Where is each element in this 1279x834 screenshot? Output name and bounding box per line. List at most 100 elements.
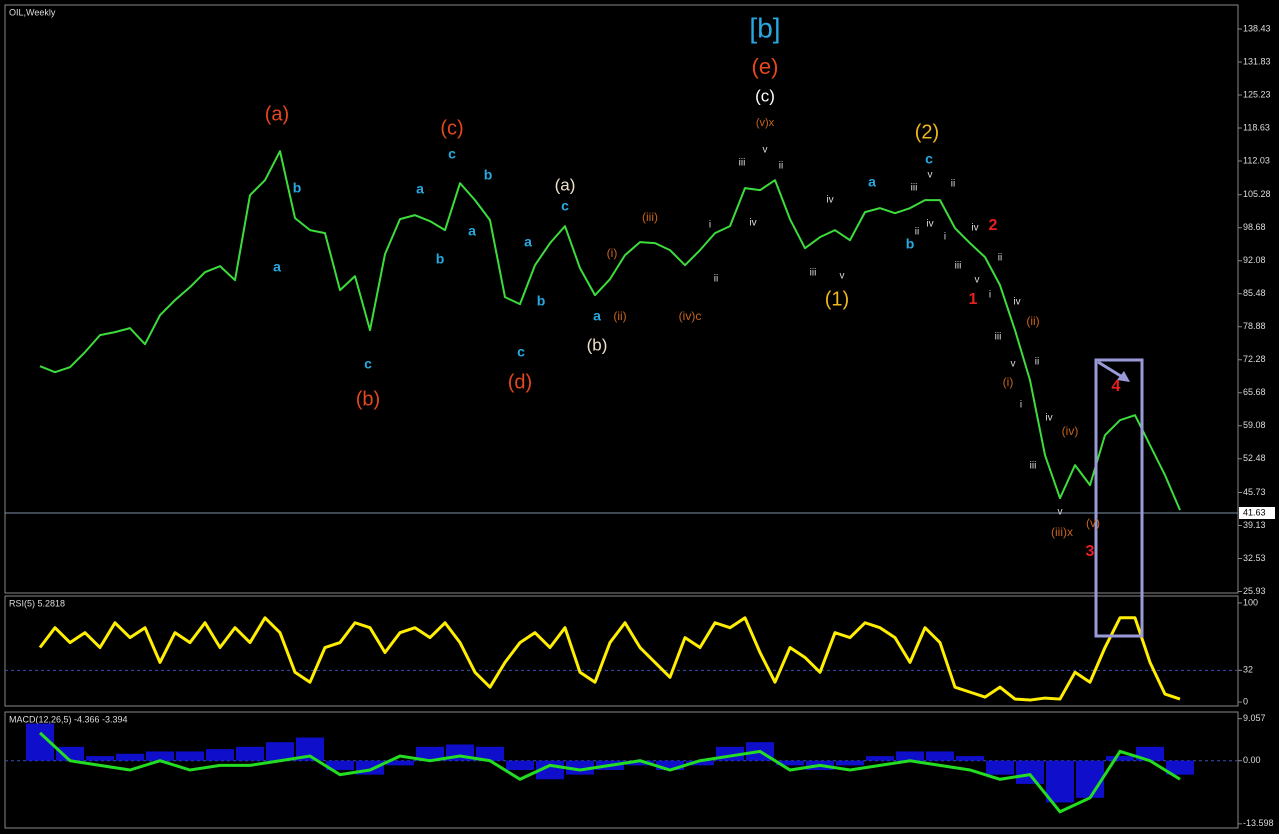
macd-bar xyxy=(116,753,144,761)
wave-label: v xyxy=(928,170,933,181)
macd-bar xyxy=(146,751,174,761)
wave-label: (d) xyxy=(508,371,532,393)
y-tick-label: 32.53 xyxy=(1243,553,1266,563)
y-tick-label: -13.598 xyxy=(1243,818,1274,828)
macd-bar xyxy=(506,760,534,770)
y-tick-label: 85.48 xyxy=(1243,288,1266,298)
wave-label: b xyxy=(436,251,445,267)
wave-label: iii xyxy=(955,261,962,272)
wave-label: v xyxy=(975,275,980,286)
wave-label: (i) xyxy=(607,246,618,260)
wave-label: ii xyxy=(779,161,783,172)
wave-label: c xyxy=(925,151,933,167)
wave-label: (e) xyxy=(752,54,779,79)
wave-label: b xyxy=(484,167,493,183)
wave-label: (iii)x xyxy=(1051,525,1073,539)
wave-label: iii xyxy=(1030,461,1037,472)
wave-label: (c) xyxy=(755,86,775,105)
y-tick-label: 105.28 xyxy=(1243,189,1271,199)
y-tick-label: 32 xyxy=(1243,665,1253,675)
wave-label: (v) xyxy=(1086,516,1100,530)
macd-bar xyxy=(1166,760,1194,775)
wave-label: c xyxy=(364,356,372,372)
arrow-head xyxy=(1117,371,1130,382)
y-tick-label: 25.93 xyxy=(1243,586,1266,596)
wave-label: (a) xyxy=(265,103,289,125)
macd-bar xyxy=(476,746,504,761)
wave-label: c xyxy=(561,198,569,214)
wave-label: iv xyxy=(926,219,933,230)
wave-label: v xyxy=(1011,359,1016,370)
rsi-title: RSI(5) 5.2818 xyxy=(9,598,65,608)
y-tick-label: 59.08 xyxy=(1243,420,1266,430)
wave-label: a xyxy=(273,259,281,275)
wave-label: 3 xyxy=(1086,543,1095,560)
y-tick-label: 118.63 xyxy=(1243,122,1270,132)
y-tick-label: 138.43 xyxy=(1243,23,1271,33)
macd-bar xyxy=(686,760,714,766)
macd-bar xyxy=(866,756,894,761)
wave-label: (b) xyxy=(356,388,380,410)
current-price-label: 41.63 xyxy=(1243,507,1266,517)
wave-label: b xyxy=(537,293,546,309)
wave-label: (1) xyxy=(825,288,849,310)
wave-label: (ii) xyxy=(613,309,626,323)
wave-label: b xyxy=(906,236,915,252)
y-tick-label: 92.08 xyxy=(1243,255,1266,265)
macd-bar xyxy=(836,760,864,766)
macd-bar xyxy=(1046,760,1074,803)
y-tick-label: 78.88 xyxy=(1243,321,1266,331)
wave-label: c xyxy=(517,344,525,360)
price-line xyxy=(39,150,1181,511)
y-tick-label: 0 xyxy=(1243,696,1248,706)
wave-label: i xyxy=(709,220,711,231)
macd-bar xyxy=(326,760,354,770)
wave-label: (b) xyxy=(587,335,608,354)
y-tick-label: 45.73 xyxy=(1243,487,1266,497)
wave-label: iv xyxy=(1013,297,1020,308)
wave-label: (c) xyxy=(440,117,463,139)
macd-bar xyxy=(206,749,234,761)
macd-bar xyxy=(896,751,924,761)
macd-bar xyxy=(56,746,84,761)
wave-label: ii xyxy=(1035,357,1039,368)
wave-label: (ii) xyxy=(1026,314,1039,328)
y-tick-label: 65.68 xyxy=(1243,387,1266,397)
highlight-box xyxy=(1094,358,1144,638)
y-tick-label: 125.23 xyxy=(1243,89,1271,99)
wave-label: iii xyxy=(739,158,746,169)
y-tick-label: 72.28 xyxy=(1243,354,1266,364)
wave-label: a xyxy=(468,223,476,239)
macd-bar xyxy=(296,737,324,761)
wave-label: v xyxy=(840,271,845,282)
macd-bar xyxy=(266,742,294,761)
wave-label: (v)x xyxy=(756,117,775,129)
wave-label: a xyxy=(593,308,601,324)
wave-label: i xyxy=(944,232,946,243)
wave-label: iv xyxy=(826,195,833,206)
wave-label: iv xyxy=(749,218,756,229)
wave-label: a xyxy=(416,181,424,197)
wave-label: v xyxy=(763,145,768,156)
y-tick-label: 100 xyxy=(1243,597,1258,607)
macd-bar xyxy=(776,760,804,766)
wave-label: (iv) xyxy=(1062,424,1079,438)
wave-label: iii xyxy=(810,268,817,279)
wave-label: ii xyxy=(998,253,1002,264)
wave-label: (i) xyxy=(1003,375,1014,389)
macd-bar xyxy=(1076,760,1104,798)
rsi-panel xyxy=(4,595,1239,707)
wave-label: 1 xyxy=(969,291,978,308)
y-tick-label: 131.83 xyxy=(1243,56,1271,66)
macd-bar xyxy=(416,746,444,761)
macd-title: MACD(12,26,5) -4.366 -3.394 xyxy=(9,714,128,724)
wave-label: [b] xyxy=(749,12,780,43)
wave-label: ii xyxy=(714,274,718,285)
macd-bar xyxy=(566,760,594,775)
wave-label: (iii) xyxy=(642,210,658,224)
macd-panel xyxy=(4,711,1239,829)
wave-label: iii xyxy=(995,332,1002,343)
wave-label: (2) xyxy=(915,121,939,143)
y-tick-label: 9.057 xyxy=(1243,713,1266,723)
